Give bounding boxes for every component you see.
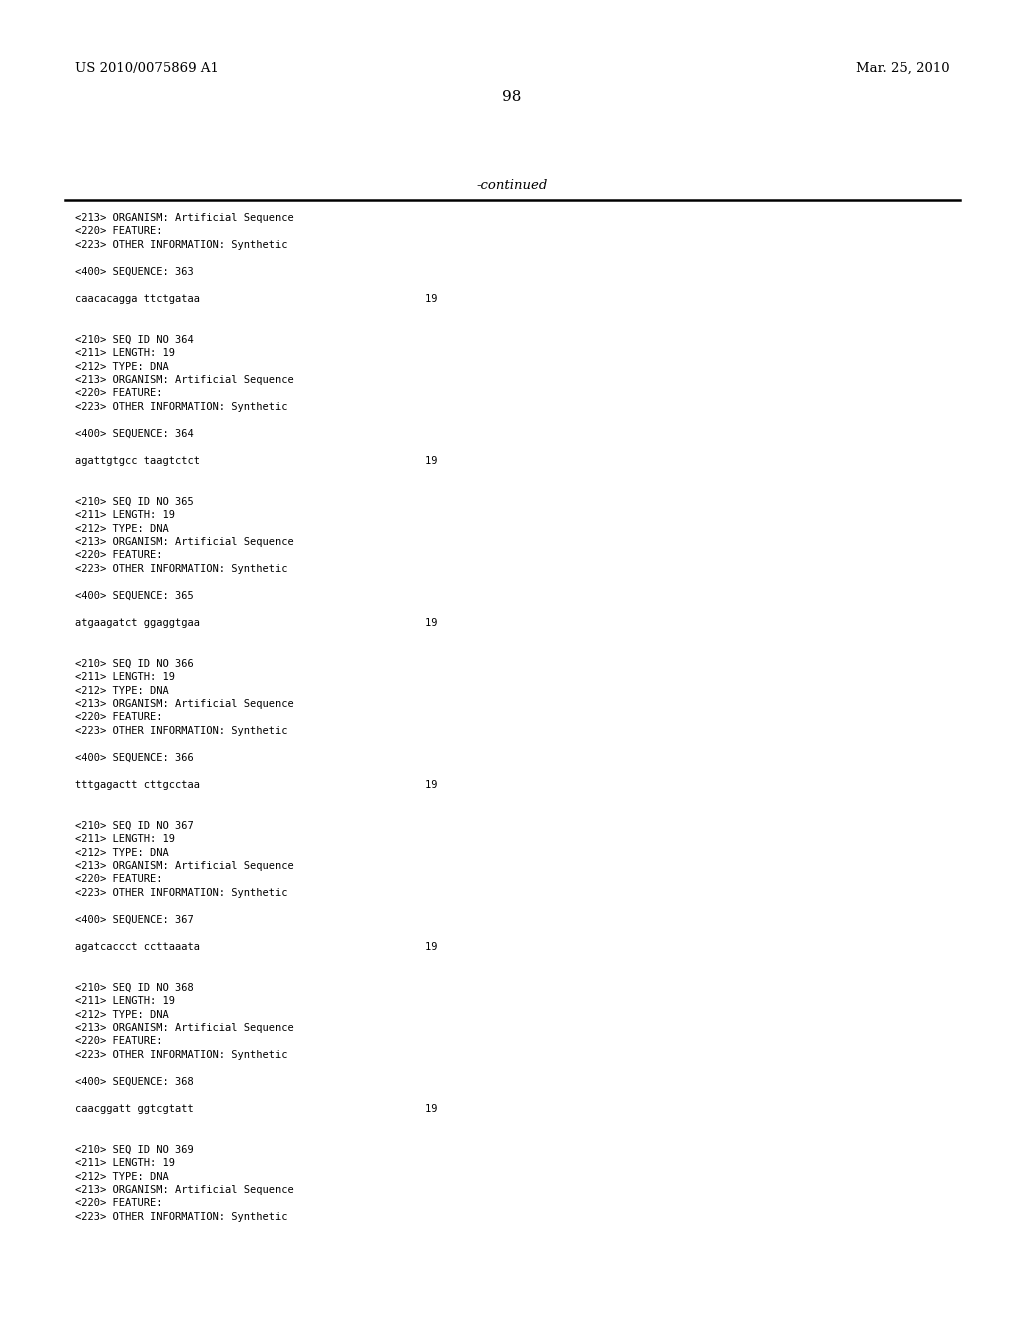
Text: <212> TYPE: DNA: <212> TYPE: DNA [75, 1010, 169, 1019]
Text: <400> SEQUENCE: 364: <400> SEQUENCE: 364 [75, 429, 194, 440]
Text: <223> OTHER INFORMATION: Synthetic: <223> OTHER INFORMATION: Synthetic [75, 240, 288, 249]
Text: <213> ORGANISM: Artificial Sequence: <213> ORGANISM: Artificial Sequence [75, 1023, 294, 1034]
Text: <213> ORGANISM: Artificial Sequence: <213> ORGANISM: Artificial Sequence [75, 537, 294, 546]
Text: <400> SEQUENCE: 366: <400> SEQUENCE: 366 [75, 752, 194, 763]
Text: <213> ORGANISM: Artificial Sequence: <213> ORGANISM: Artificial Sequence [75, 213, 294, 223]
Text: <211> LENGTH: 19: <211> LENGTH: 19 [75, 834, 175, 843]
Text: <211> LENGTH: 19: <211> LENGTH: 19 [75, 1158, 175, 1168]
Text: <212> TYPE: DNA: <212> TYPE: DNA [75, 847, 169, 858]
Text: <213> ORGANISM: Artificial Sequence: <213> ORGANISM: Artificial Sequence [75, 861, 294, 871]
Text: <223> OTHER INFORMATION: Synthetic: <223> OTHER INFORMATION: Synthetic [75, 564, 288, 574]
Text: tttgagactt cttgcctaa                                    19: tttgagactt cttgcctaa 19 [75, 780, 437, 789]
Text: <223> OTHER INFORMATION: Synthetic: <223> OTHER INFORMATION: Synthetic [75, 726, 288, 737]
Text: <211> LENGTH: 19: <211> LENGTH: 19 [75, 348, 175, 358]
Text: caacacagga ttctgataa                                    19: caacacagga ttctgataa 19 [75, 294, 437, 304]
Text: <220> FEATURE:: <220> FEATURE: [75, 227, 163, 236]
Text: <220> FEATURE:: <220> FEATURE: [75, 1199, 163, 1209]
Text: US 2010/0075869 A1: US 2010/0075869 A1 [75, 62, 219, 75]
Text: <210> SEQ ID NO 369: <210> SEQ ID NO 369 [75, 1144, 194, 1155]
Text: 98: 98 [503, 90, 521, 104]
Text: <212> TYPE: DNA: <212> TYPE: DNA [75, 524, 169, 533]
Text: -continued: -continued [476, 180, 548, 191]
Text: <400> SEQUENCE: 368: <400> SEQUENCE: 368 [75, 1077, 194, 1086]
Text: <223> OTHER INFORMATION: Synthetic: <223> OTHER INFORMATION: Synthetic [75, 1049, 288, 1060]
Text: agatcaccct ccttaaata                                    19: agatcaccct ccttaaata 19 [75, 942, 437, 952]
Text: <212> TYPE: DNA: <212> TYPE: DNA [75, 362, 169, 371]
Text: <210> SEQ ID NO 366: <210> SEQ ID NO 366 [75, 659, 194, 668]
Text: <223> OTHER INFORMATION: Synthetic: <223> OTHER INFORMATION: Synthetic [75, 403, 288, 412]
Text: <211> LENGTH: 19: <211> LENGTH: 19 [75, 672, 175, 682]
Text: <210> SEQ ID NO 365: <210> SEQ ID NO 365 [75, 496, 194, 507]
Text: <210> SEQ ID NO 367: <210> SEQ ID NO 367 [75, 821, 194, 830]
Text: <213> ORGANISM: Artificial Sequence: <213> ORGANISM: Artificial Sequence [75, 1185, 294, 1195]
Text: <210> SEQ ID NO 364: <210> SEQ ID NO 364 [75, 334, 194, 345]
Text: <223> OTHER INFORMATION: Synthetic: <223> OTHER INFORMATION: Synthetic [75, 1212, 288, 1222]
Text: <220> FEATURE:: <220> FEATURE: [75, 388, 163, 399]
Text: <400> SEQUENCE: 363: <400> SEQUENCE: 363 [75, 267, 194, 277]
Text: <212> TYPE: DNA: <212> TYPE: DNA [75, 685, 169, 696]
Text: <211> LENGTH: 19: <211> LENGTH: 19 [75, 997, 175, 1006]
Text: <212> TYPE: DNA: <212> TYPE: DNA [75, 1172, 169, 1181]
Text: <223> OTHER INFORMATION: Synthetic: <223> OTHER INFORMATION: Synthetic [75, 888, 288, 898]
Text: <220> FEATURE:: <220> FEATURE: [75, 874, 163, 884]
Text: caacggatt ggtcgtatt                                     19: caacggatt ggtcgtatt 19 [75, 1104, 437, 1114]
Text: atgaagatct ggaggtgaa                                    19: atgaagatct ggaggtgaa 19 [75, 618, 437, 628]
Text: <220> FEATURE:: <220> FEATURE: [75, 550, 163, 561]
Text: Mar. 25, 2010: Mar. 25, 2010 [856, 62, 950, 75]
Text: <400> SEQUENCE: 367: <400> SEQUENCE: 367 [75, 915, 194, 925]
Text: <400> SEQUENCE: 365: <400> SEQUENCE: 365 [75, 591, 194, 601]
Text: <220> FEATURE:: <220> FEATURE: [75, 713, 163, 722]
Text: <213> ORGANISM: Artificial Sequence: <213> ORGANISM: Artificial Sequence [75, 700, 294, 709]
Text: <213> ORGANISM: Artificial Sequence: <213> ORGANISM: Artificial Sequence [75, 375, 294, 385]
Text: agattgtgcc taagtctct                                    19: agattgtgcc taagtctct 19 [75, 455, 437, 466]
Text: <211> LENGTH: 19: <211> LENGTH: 19 [75, 510, 175, 520]
Text: <220> FEATURE:: <220> FEATURE: [75, 1036, 163, 1047]
Text: <210> SEQ ID NO 368: <210> SEQ ID NO 368 [75, 982, 194, 993]
